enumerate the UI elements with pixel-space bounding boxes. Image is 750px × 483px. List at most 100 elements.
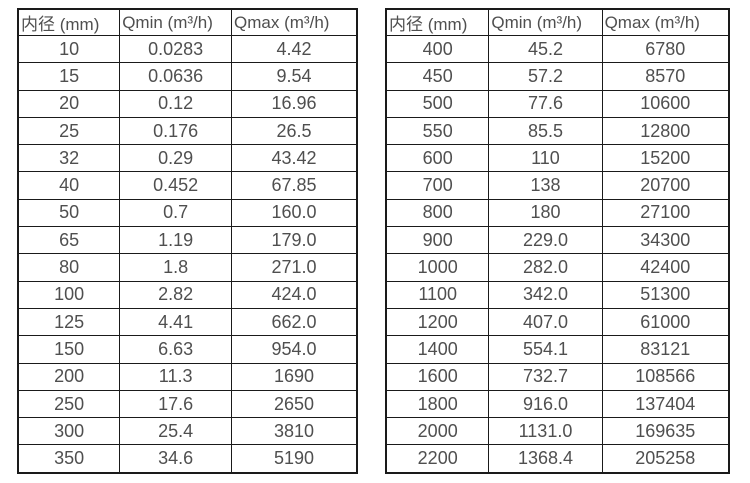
diameter-cell: 300 (17, 417, 121, 446)
qmax-cell: 179.0 (231, 226, 358, 255)
qmax-cell: 137404 (601, 389, 730, 419)
qmin-cell: 11.3 (119, 362, 233, 391)
qmax-cell: 67.85 (231, 171, 358, 200)
qmax-cell: 15200 (601, 144, 730, 173)
table-row: 40 0.452 67.85 (17, 171, 358, 200)
qmax-cell: 27100 (601, 198, 730, 228)
diameter-cell: 40 (17, 171, 121, 200)
table-row: 20 0.12 16.96 (17, 89, 358, 118)
table-row: 400 45.2 6780 (385, 34, 730, 64)
table-row: 450 57.2 8570 (385, 62, 730, 91)
diameter-cell: 100 (17, 280, 121, 309)
qmax-cell: 205258 (601, 444, 730, 474)
qmin-cell: 0.176 (119, 116, 233, 146)
qmin-cell: 110 (488, 144, 603, 173)
qmax-cell: 169635 (601, 417, 730, 446)
table-row: 1600 732.7 108566 (385, 362, 730, 391)
table-row: 500 77.6 10600 (385, 89, 730, 118)
qmin-cell: 1.19 (119, 226, 233, 255)
table-row: 65 1.19 179.0 (17, 226, 358, 255)
diameter-cell: 1400 (385, 335, 490, 364)
qmin-cell: 34.6 (119, 444, 233, 474)
qmin-cell: 916.0 (488, 389, 603, 419)
diameter-cell: 1000 (385, 253, 490, 282)
qmin-cell: 732.7 (488, 362, 603, 391)
qmax-cell: 424.0 (231, 280, 358, 309)
header-qmax: Qmax (m³/h) (601, 8, 730, 36)
qmin-cell: 85.5 (488, 116, 603, 146)
qmax-cell: 954.0 (231, 335, 358, 364)
diameter-cell: 150 (17, 335, 121, 364)
diameter-cell: 80 (17, 253, 121, 282)
qmin-cell: 45.2 (488, 34, 603, 64)
diameter-cell: 2000 (385, 417, 490, 446)
table-row: 250 17.6 2650 (17, 389, 358, 419)
table-row: 800 180 27100 (385, 198, 730, 228)
diameter-cell: 700 (385, 171, 490, 200)
table-row: 150 6.63 954.0 (17, 335, 358, 364)
table-row: 900 229.0 34300 (385, 226, 730, 255)
table-row: 200 11.3 1690 (17, 362, 358, 391)
qmax-cell: 160.0 (231, 198, 358, 228)
flow-table-small-diameters: 内径 (mm) Qmin (m³/h) Qmax (m³/h) 10 0.0283… (17, 8, 358, 474)
qmin-cell: 2.82 (119, 280, 233, 309)
diameter-cell: 1800 (385, 389, 490, 419)
diameter-cell: 1200 (385, 307, 490, 337)
diameter-cell: 200 (17, 362, 121, 391)
qmin-cell: 17.6 (119, 389, 233, 419)
diameter-cell: 1100 (385, 280, 490, 309)
qmin-cell: 554.1 (488, 335, 603, 364)
table-row: 80 1.8 271.0 (17, 253, 358, 282)
table-row: 1100 342.0 51300 (385, 280, 730, 309)
diameter-cell: 350 (17, 444, 121, 474)
header-row: 内径 (mm) Qmin (m³/h) Qmax (m³/h) (17, 8, 358, 36)
header-inner-diameter: 内径 (mm) (385, 8, 490, 36)
diameter-cell: 800 (385, 198, 490, 228)
header-inner-diameter: 内径 (mm) (17, 8, 121, 36)
qmax-cell: 20700 (601, 171, 730, 200)
diameter-cell: 2200 (385, 444, 490, 474)
table-row: 125 4.41 662.0 (17, 307, 358, 337)
table-row: 300 25.4 3810 (17, 417, 358, 446)
table-row: 1400 554.1 83121 (385, 335, 730, 364)
qmin-cell: 4.41 (119, 307, 233, 337)
table-row: 350 34.6 5190 (17, 444, 358, 474)
table-row: 2000 1131.0 169635 (385, 417, 730, 446)
diameter-cell: 10 (17, 34, 121, 64)
diameter-cell: 600 (385, 144, 490, 173)
qmin-cell: 57.2 (488, 62, 603, 91)
qmax-cell: 51300 (601, 280, 730, 309)
qmin-cell: 1368.4 (488, 444, 603, 474)
diameter-cell: 20 (17, 89, 121, 118)
table-body: 400 45.2 6780 450 57.2 8570 500 77.6 10600 550 85.… (385, 34, 730, 474)
header-qmin: Qmin (m³/h) (488, 8, 603, 36)
table-body: 10 0.0283 4.42 15 0.0636 9.54 20 0.12 16.96 25 0.1… (17, 34, 358, 474)
diameter-cell: 32 (17, 144, 121, 173)
table-row: 550 85.5 12800 (385, 116, 730, 146)
qmax-cell: 8570 (601, 62, 730, 91)
qmin-cell: 0.29 (119, 144, 233, 173)
qmax-cell: 34300 (601, 226, 730, 255)
qmax-cell: 43.42 (231, 144, 358, 173)
qmax-cell: 662.0 (231, 307, 358, 337)
qmax-cell: 5190 (231, 444, 358, 474)
qmax-cell: 12800 (601, 116, 730, 146)
qmin-cell: 1131.0 (488, 417, 603, 446)
qmin-cell: 77.6 (488, 89, 603, 118)
qmax-cell: 3810 (231, 417, 358, 446)
qmax-cell: 16.96 (231, 89, 358, 118)
table-row: 25 0.176 26.5 (17, 116, 358, 146)
qmax-cell: 6780 (601, 34, 730, 64)
table-row: 15 0.0636 9.54 (17, 62, 358, 91)
table-row: 700 138 20700 (385, 171, 730, 200)
qmax-cell: 2650 (231, 389, 358, 419)
table-row: 1200 407.0 61000 (385, 307, 730, 337)
diameter-cell: 400 (385, 34, 490, 64)
qmax-cell: 26.5 (231, 116, 358, 146)
diameter-cell: 50 (17, 198, 121, 228)
qmin-cell: 0.12 (119, 89, 233, 118)
diameter-cell: 25 (17, 116, 121, 146)
table-row: 10 0.0283 4.42 (17, 34, 358, 64)
qmax-cell: 42400 (601, 253, 730, 282)
